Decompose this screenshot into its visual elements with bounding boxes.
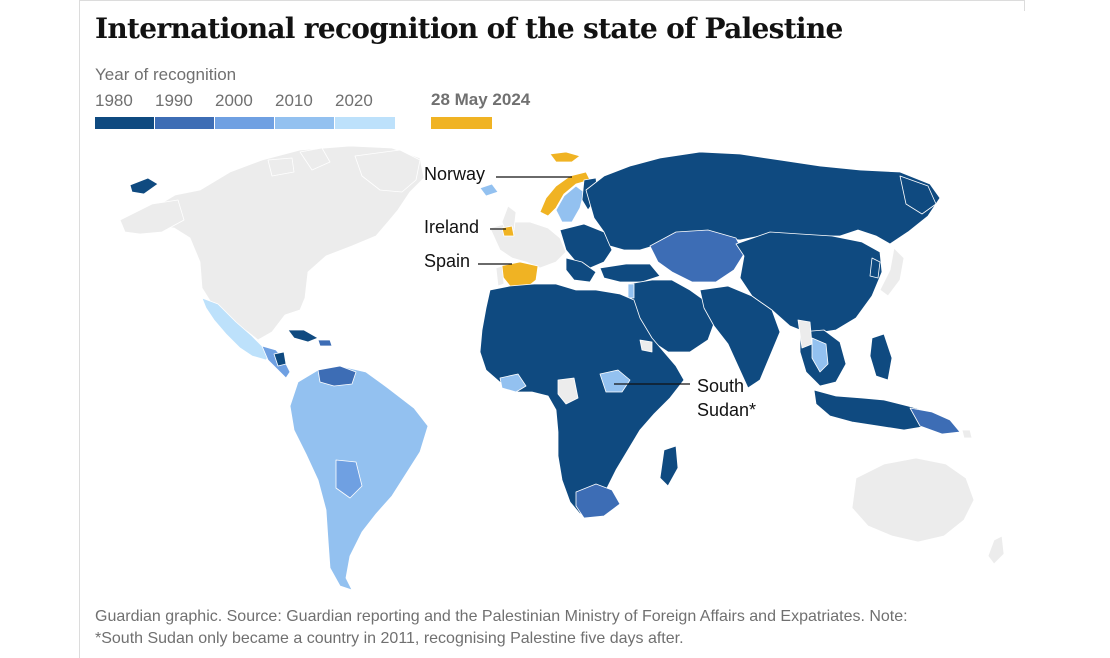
region-eritrea (639, 339, 653, 353)
footnote-line-1: Guardian graphic. Source: Guardian repor… (95, 608, 908, 625)
region-portugal (495, 265, 505, 287)
legend-year-labels: 1980 1990 2000 2010 2020 (95, 91, 395, 111)
region-balkans (565, 257, 597, 283)
region-russia (585, 151, 941, 251)
legend-label-1980: 1980 (95, 91, 133, 110)
region-korea (869, 257, 881, 279)
legend-label-2020: 2020 (335, 91, 373, 110)
region-philippines (869, 333, 893, 381)
region-kamchatka (899, 175, 937, 215)
callout-label-south-sudan-line1: South (697, 376, 745, 396)
region-south-africa (575, 483, 621, 519)
region-central-america (261, 345, 291, 379)
region-cuba (287, 329, 319, 343)
region-bolivia-paraguay (335, 459, 363, 499)
region-turkey-caucasus (599, 263, 661, 283)
region-central-asia (649, 229, 745, 283)
region-nicaragua (273, 351, 287, 367)
region-alaska (119, 199, 185, 235)
callout-label-spain: Spain (424, 251, 471, 271)
region-eastern-europe (559, 223, 613, 269)
footnote-line-2: *South Sudan only became a country in 20… (95, 630, 684, 647)
region-iceland (479, 183, 499, 197)
legend-label-1990: 1990 (155, 91, 193, 110)
frame-top-rule (79, 0, 1025, 1)
region-north-america (149, 145, 425, 341)
legend-swatch-1980 (95, 117, 154, 129)
region-ireland (501, 225, 515, 237)
region-caribbean (317, 339, 333, 347)
region-south-sudan (599, 369, 631, 393)
region-israel (627, 283, 635, 299)
callout-label-norway: Norway (424, 164, 486, 184)
region-venezuela (317, 365, 357, 387)
callout-label-south-sudan-line2: Sudan* (697, 400, 757, 420)
region-thailand (811, 337, 829, 373)
legend-swatch-2020 (335, 117, 395, 129)
region-papua (909, 407, 961, 435)
legend-label-2000: 2000 (215, 91, 253, 110)
legend-swatch-2000 (215, 117, 274, 129)
frame-right-rule (1024, 0, 1025, 11)
chart-title: International recognition of the state o… (95, 12, 843, 45)
callout-label-ireland: Ireland (424, 217, 480, 237)
region-arctic-islands-canada (267, 147, 331, 177)
region-pacific-islands (961, 429, 973, 439)
region-australia (851, 457, 975, 543)
region-madagascar (659, 445, 679, 487)
frame-left-rule (79, 0, 80, 658)
legend-swatch-may-2024 (431, 117, 492, 129)
legend-label-may-2024: 28 May 2024 (431, 90, 531, 109)
region-myanmar (797, 319, 813, 349)
region-mexico (201, 297, 273, 361)
region-china-mongolia (735, 231, 883, 335)
region-cameroon (557, 377, 579, 405)
footnote: Guardian graphic. Source: Guardian repor… (95, 606, 1025, 650)
region-greenland (354, 149, 421, 193)
region-new-zealand (987, 535, 1005, 565)
world-map (119, 145, 1005, 591)
legend-swatch-1990 (155, 117, 214, 129)
legend-swatch-2010 (275, 117, 334, 129)
region-greenland-east-island (129, 177, 159, 195)
region-japan (879, 247, 905, 297)
region-west-africa-coast (499, 373, 527, 393)
region-svalbard (549, 151, 581, 163)
legend-label-2010: 2010 (275, 91, 313, 110)
legend-title: Year of recognition (95, 65, 237, 84)
